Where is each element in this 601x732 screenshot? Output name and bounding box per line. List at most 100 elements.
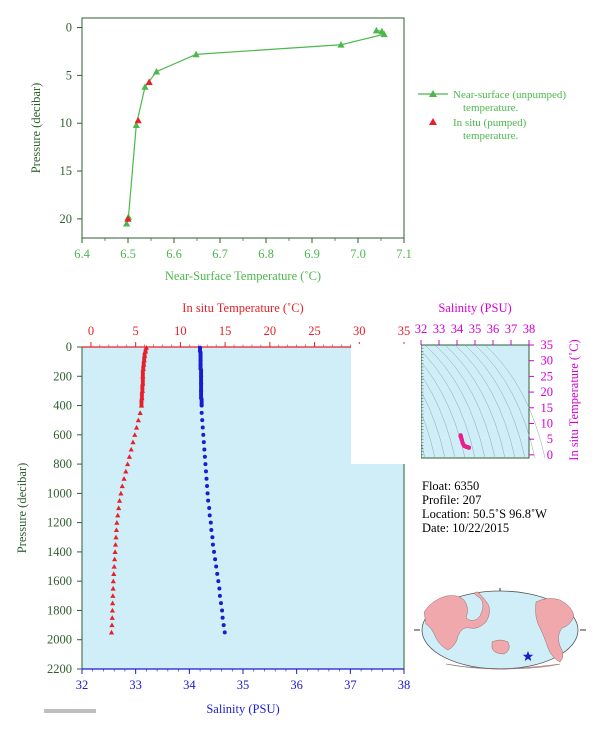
salinity-point (199, 388, 204, 393)
ts-density-contour (464, 344, 526, 459)
profile-y-tick-label: 1200 (47, 516, 72, 530)
profile-date: Date: 10/22/2015 (422, 521, 509, 535)
ts-point (459, 437, 464, 442)
in-situ-temp-point (135, 417, 141, 423)
salinity-point (209, 527, 214, 532)
salinity-point (203, 462, 208, 467)
salinity-point (220, 615, 225, 620)
near-surface-y-ticks: 0 5 10 15 20 (60, 21, 82, 226)
in-situ-temp-point (112, 541, 119, 547)
near-surface-x-axis-label: Near-Surface Temperature (˚C) (165, 269, 321, 283)
in-situ-temp-point (142, 348, 149, 354)
profile-y-tick-label: 1600 (47, 574, 72, 588)
near-surface-point (132, 121, 140, 129)
salinity-point (202, 454, 207, 459)
in-situ-temp-point (140, 380, 146, 386)
ts-salinity-tick-label: 38 (523, 322, 536, 336)
legend-marker-in-situ (429, 118, 437, 125)
near-surface-y-tick-label: 20 (60, 212, 73, 226)
salinity-point (214, 564, 219, 569)
in-situ-temp-point (111, 563, 117, 569)
profile-y-tick-label: 200 (53, 369, 72, 383)
map-land-americas (535, 598, 575, 663)
in-situ-temp-point (139, 388, 145, 393)
profile-salinity-tick-label: 34 (183, 678, 196, 692)
profile-salinity-tick-label: 35 (237, 678, 250, 692)
salinity-point (212, 549, 217, 554)
profile-temp-tick-label: 30 (353, 324, 366, 338)
profile-salinity-tick-label: 38 (398, 678, 411, 692)
salinity-point (217, 593, 222, 598)
profile-y-tick-label: 0 (66, 340, 72, 354)
profile-y-tick-label: 2200 (47, 662, 72, 676)
salinity-point (218, 601, 223, 606)
profile-y-tick-label: 600 (53, 428, 72, 442)
ts-salinity-tick-label: 35 (469, 322, 482, 336)
in-situ-temp-point (109, 622, 115, 628)
profile-temp-tick-label: 0 (88, 324, 94, 338)
ts-density-contours (351, 344, 546, 464)
near-surface-point (141, 83, 149, 90)
in-situ-temp-point (143, 345, 149, 350)
profile-number: Profile: 207 (422, 493, 481, 507)
salinity-point (210, 535, 215, 540)
profile-chart: 0 5 10 15 20 25 30 35 32 33 34 35 36 37 38 0 200 400 600 80… (15, 301, 410, 716)
in-situ-temp-point (125, 461, 131, 467)
salinity-point (201, 440, 206, 445)
profile-temp-tick-label: 10 (174, 324, 187, 338)
near-surface-legend: Near-surface (unpumped) temperature. In s… (418, 89, 566, 142)
ts-salinity-tick-label: 33 (433, 322, 446, 336)
near-surface-y-axis-label: Pressure (decibar) (29, 83, 43, 174)
ts-right-axis-label: In situ Temperature (˚C) (567, 339, 581, 460)
ts-salinity-tick-label: 32 (415, 322, 428, 336)
profile-salinity-tick-label: 32 (76, 678, 89, 692)
salinity-point (204, 476, 209, 481)
profile-marks (108, 345, 227, 635)
profile-y-tick-label: 1800 (47, 603, 72, 617)
in-situ-point (145, 78, 153, 85)
salinity-point (201, 432, 206, 437)
profile-temp-tick-label: 35 (398, 324, 411, 338)
float-number: Float: 6350 (422, 479, 479, 493)
map-land (423, 591, 575, 670)
salinity-point (202, 447, 207, 452)
salinity-point (199, 410, 204, 415)
ts-salinity-tick-label: 34 (451, 322, 464, 336)
ts-density-contour (424, 344, 486, 459)
in-situ-temp-point (141, 357, 147, 363)
in-situ-temp-point (132, 432, 138, 437)
salinity-point (199, 374, 204, 379)
ts-density-contour (474, 344, 536, 459)
near-surface-x-tick-label: 6.4 (74, 247, 90, 261)
profile-salinity-tick-label: 33 (129, 678, 142, 692)
float-location: Location: 50.5˚S 96.8˚W (422, 507, 547, 521)
near-surface-x-tick-label: 7.1 (396, 247, 412, 261)
map-land-australia (491, 639, 510, 655)
near-surface-point (337, 41, 345, 48)
profile-plot-frame (81, 346, 405, 670)
profile-temp-tick-label: 15 (219, 324, 232, 338)
profile-temp-tick-label: 5 (133, 324, 139, 338)
in-situ-temp-point (141, 361, 147, 367)
ts-salinity-tick-label: 37 (505, 322, 518, 336)
salinity-point (198, 366, 203, 371)
salinity-point (198, 353, 203, 358)
near-surface-x-tick-label: 6.9 (304, 247, 320, 261)
ts-density-contour (484, 344, 546, 459)
near-surface-y-tick-label: 0 (66, 21, 72, 35)
in-situ-temp-point (115, 512, 121, 518)
salinity-point (206, 498, 211, 503)
salinity-point (215, 571, 220, 576)
ts-temp-tick-label: 20 (541, 385, 554, 399)
in-situ-temp-point (110, 578, 116, 584)
in-situ-temp-point (133, 424, 140, 430)
in-situ-temp-point (142, 353, 148, 358)
salinity-point (217, 586, 222, 591)
salinity-point (198, 358, 203, 363)
ts-temp-tick-label: 5 (547, 432, 553, 446)
float-info: Float: 6350 Profile: 207 Location: 50.5˚… (422, 479, 547, 535)
profile-y-axis-label: Pressure (decibar) (15, 463, 29, 554)
in-situ-temp-point (110, 585, 116, 591)
salinity-point (208, 520, 213, 525)
world-map (414, 588, 586, 670)
